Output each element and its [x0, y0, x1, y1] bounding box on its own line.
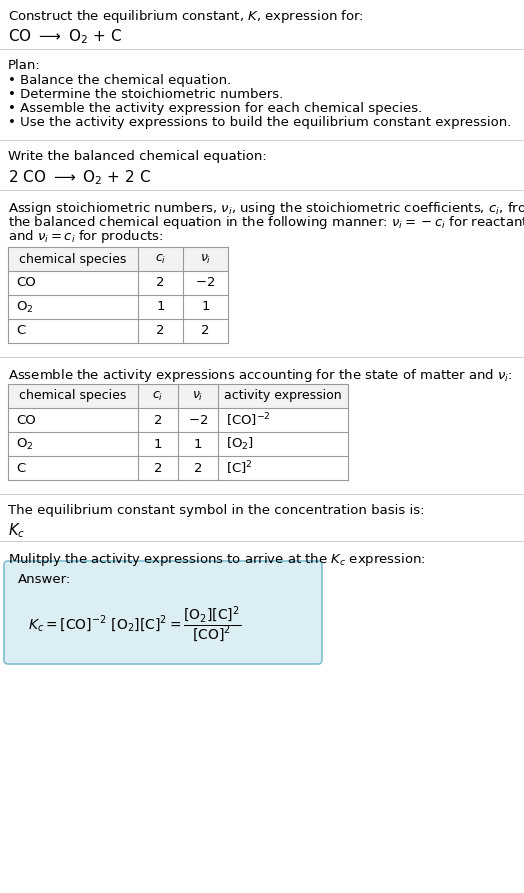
- Text: • Use the activity expressions to build the equilibrium constant expression.: • Use the activity expressions to build …: [8, 116, 511, 129]
- Text: $-$2: $-$2: [188, 413, 208, 427]
- Text: 2: 2: [154, 462, 162, 474]
- Bar: [8, 247, 228, 271]
- Text: $K_c = \mathrm{[CO]^{-2}\ [O_2][C]^2} = \dfrac{\mathrm{[O_2][C]^2}}{\mathrm{[CO]: $K_c = \mathrm{[CO]^{-2}\ [O_2][C]^2} = …: [28, 604, 241, 644]
- Text: [O$_2$]: [O$_2$]: [226, 436, 254, 452]
- Text: CO $\longrightarrow$ O$_2$ + C: CO $\longrightarrow$ O$_2$ + C: [8, 27, 122, 46]
- Text: Construct the equilibrium constant, $K$, expression for:: Construct the equilibrium constant, $K$,…: [8, 8, 364, 25]
- Text: 1: 1: [194, 438, 202, 450]
- Text: 2: 2: [154, 413, 162, 427]
- Text: Assemble the activity expressions accounting for the state of matter and $\nu_i$: Assemble the activity expressions accoun…: [8, 367, 512, 384]
- Text: C: C: [16, 324, 25, 338]
- Text: • Assemble the activity expression for each chemical species.: • Assemble the activity expression for e…: [8, 102, 422, 115]
- Text: $c_i$: $c_i$: [152, 389, 163, 403]
- Text: $c_i$: $c_i$: [155, 253, 166, 265]
- Text: the balanced chemical equation in the following manner: $\nu_i = -c_i$ for react: the balanced chemical equation in the fo…: [8, 214, 524, 231]
- Text: 2: 2: [156, 324, 165, 338]
- Text: CO: CO: [16, 413, 36, 427]
- Text: C: C: [16, 462, 25, 474]
- Text: Answer:: Answer:: [18, 573, 71, 586]
- Text: 1: 1: [201, 301, 210, 313]
- Text: [C]$^2$: [C]$^2$: [226, 459, 253, 477]
- Text: • Balance the chemical equation.: • Balance the chemical equation.: [8, 74, 231, 87]
- Text: activity expression: activity expression: [224, 389, 342, 403]
- Text: $-$2: $-$2: [195, 277, 215, 289]
- FancyBboxPatch shape: [4, 561, 322, 664]
- Text: chemical species: chemical species: [19, 389, 127, 403]
- Text: $K_c$: $K_c$: [8, 521, 25, 539]
- Text: • Determine the stoichiometric numbers.: • Determine the stoichiometric numbers.: [8, 88, 283, 101]
- Text: CO: CO: [16, 277, 36, 289]
- Text: Assign stoichiometric numbers, $\nu_i$, using the stoichiometric coefficients, $: Assign stoichiometric numbers, $\nu_i$, …: [8, 200, 524, 217]
- Text: Plan:: Plan:: [8, 59, 41, 72]
- Text: 1: 1: [156, 301, 165, 313]
- Text: chemical species: chemical species: [19, 253, 127, 265]
- Text: and $\nu_i = c_i$ for products:: and $\nu_i = c_i$ for products:: [8, 228, 163, 245]
- Text: 2 CO $\longrightarrow$ O$_2$ + 2 C: 2 CO $\longrightarrow$ O$_2$ + 2 C: [8, 168, 151, 187]
- Text: $\nu_i$: $\nu_i$: [192, 389, 204, 403]
- Text: [CO]$^{-2}$: [CO]$^{-2}$: [226, 412, 271, 429]
- Text: 2: 2: [201, 324, 210, 338]
- Text: O$_2$: O$_2$: [16, 299, 34, 314]
- Text: 2: 2: [194, 462, 202, 474]
- Bar: [8, 384, 348, 408]
- Text: The equilibrium constant symbol in the concentration basis is:: The equilibrium constant symbol in the c…: [8, 504, 424, 517]
- Text: Mulitply the activity expressions to arrive at the $K_c$ expression:: Mulitply the activity expressions to arr…: [8, 551, 426, 568]
- Text: Write the balanced chemical equation:: Write the balanced chemical equation:: [8, 150, 267, 163]
- Text: 1: 1: [154, 438, 162, 450]
- Text: 2: 2: [156, 277, 165, 289]
- Text: O$_2$: O$_2$: [16, 437, 34, 452]
- Text: $\nu_i$: $\nu_i$: [200, 253, 211, 265]
